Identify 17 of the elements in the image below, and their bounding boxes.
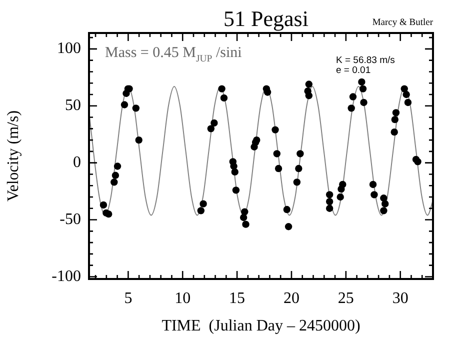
x-tick-label: 5: [124, 290, 132, 307]
y-tick-label: -100: [52, 268, 81, 285]
x-axis-title: TIME (Julian Day – 2450000): [162, 318, 360, 335]
y-tick-label: 50: [65, 97, 81, 114]
x-tick-label: 10: [174, 290, 191, 307]
y-tick-label: 100: [57, 40, 81, 58]
annotation: e = 0.01: [336, 65, 371, 76]
annotation: K = 56.83 m/s: [336, 55, 396, 66]
y-tick-label: -50: [60, 210, 81, 228]
x-tick-label: 30: [392, 290, 408, 307]
chart-title: 51 Pegasi: [224, 6, 308, 31]
x-tick-label: 25: [338, 290, 354, 307]
text: Marcy & Butler: [372, 18, 434, 28]
x-tick-label: 20: [283, 290, 300, 307]
x-tick-label: 15: [229, 290, 246, 307]
y-tick-label: 0: [73, 154, 81, 172]
y-axis-title: Velocity (m/s): [4, 110, 22, 202]
